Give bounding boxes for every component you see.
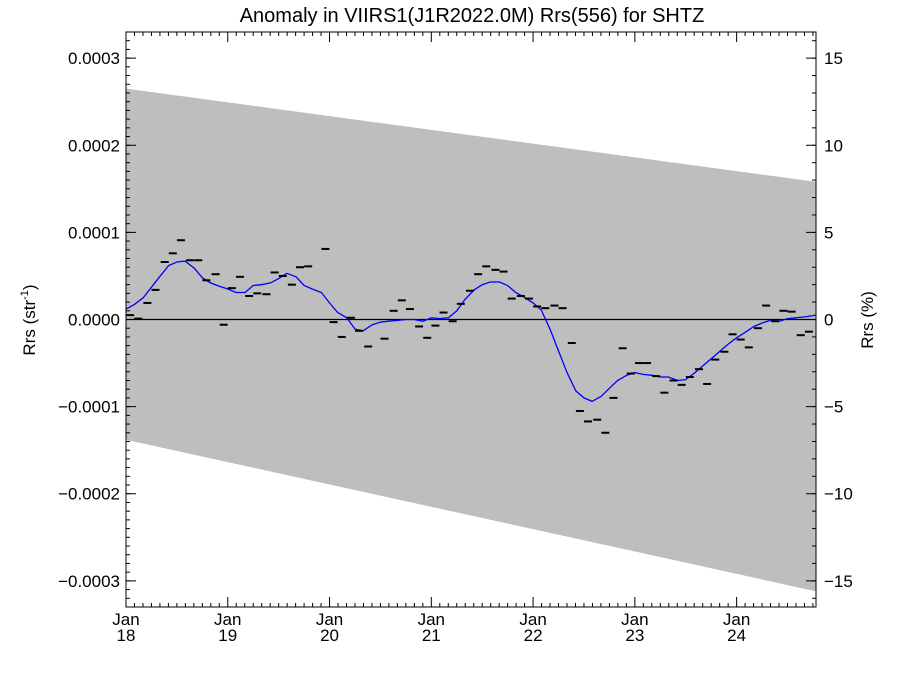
y-tick-label-right: 10 bbox=[824, 136, 843, 155]
y-tick-label-left: 0.0003 bbox=[68, 49, 120, 68]
x-tick-label-year: 21 bbox=[422, 626, 441, 645]
x-tick-label-month: Jan bbox=[112, 610, 139, 629]
x-tick-label-year: 19 bbox=[218, 626, 237, 645]
y-tick-label-left: −0.0003 bbox=[58, 572, 120, 591]
y-axis-label-right: Rrs (%) bbox=[858, 291, 877, 349]
y-tick-label-left: 0.0000 bbox=[68, 311, 120, 330]
y-tick-label-left: −0.0002 bbox=[58, 485, 120, 504]
y-tick-label-left: −0.0001 bbox=[58, 398, 120, 417]
y-tick-label-left: 0.0001 bbox=[68, 223, 120, 242]
y-tick-label-right: −15 bbox=[824, 572, 853, 591]
y-tick-label-right: 5 bbox=[824, 223, 833, 242]
x-tick-label-month: Jan bbox=[519, 610, 546, 629]
x-tick-label-year: 24 bbox=[727, 626, 746, 645]
plot-area bbox=[126, 88, 816, 592]
x-tick-label-year: 20 bbox=[320, 626, 339, 645]
axes: 0.0003 0.0002 0.0001 0.0000 −0.0001 −0.0002 −0… bbox=[58, 31, 853, 645]
y-tick-label-right: −5 bbox=[824, 398, 843, 417]
x-tick-label-month: Jan bbox=[621, 610, 648, 629]
x-tick-label-month: Jan bbox=[214, 610, 241, 629]
y-tick-label-left: 0.0002 bbox=[68, 136, 120, 155]
x-tick-label-year: 23 bbox=[625, 626, 644, 645]
y-tick-label-right: 15 bbox=[824, 49, 843, 68]
x-tick-label-month: Jan bbox=[723, 610, 750, 629]
x-tick-label-year: 22 bbox=[524, 626, 543, 645]
plot-content bbox=[126, 88, 816, 592]
y-axis-label-left: Rrs (str-1) bbox=[19, 284, 39, 355]
y-tick-label-right: −10 bbox=[824, 485, 853, 504]
uncertainty-band bbox=[126, 88, 816, 592]
chart-title: Anomaly in VIIRS1(J1R2022.0M) Rrs(556) f… bbox=[240, 5, 705, 27]
y-tick-label-right: 0 bbox=[824, 311, 833, 330]
x-tick-label-month: Jan bbox=[316, 610, 343, 629]
x-tick-label-month: Jan bbox=[418, 610, 445, 629]
x-tick-label-year: 18 bbox=[117, 626, 136, 645]
